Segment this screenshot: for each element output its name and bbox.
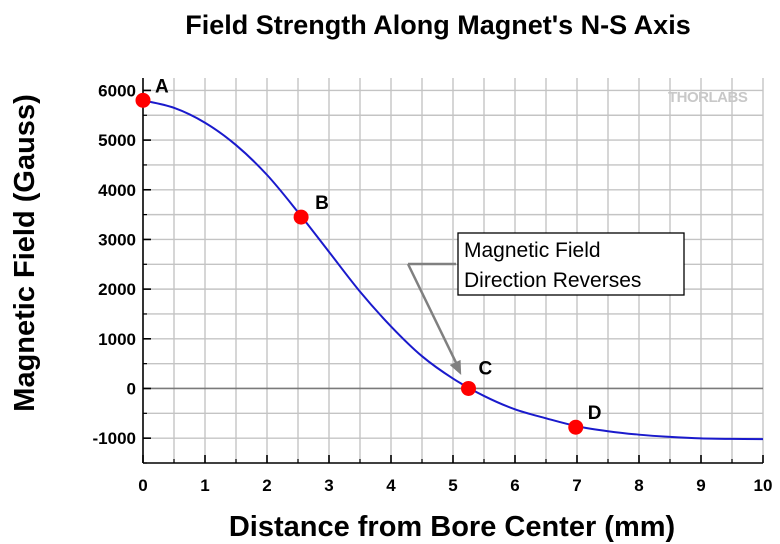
y-tick-label: 5000 bbox=[98, 131, 136, 150]
data-point-d bbox=[568, 419, 584, 435]
annotation: Magnetic Field Direction Reverses bbox=[406, 232, 685, 376]
y-tick-label: 4000 bbox=[98, 181, 136, 200]
chart-title: Field Strength Along Magnet's N-S Axis bbox=[185, 10, 690, 40]
annotation-box bbox=[457, 232, 685, 296]
x-axis-label: Distance from Bore Center (mm) bbox=[229, 511, 675, 543]
x-tick-label: 1 bbox=[200, 476, 209, 495]
annotation-line-1: Magnetic Field bbox=[464, 239, 601, 262]
x-tick-label: 9 bbox=[696, 476, 705, 495]
data-point-c bbox=[461, 380, 476, 396]
y-tick-label: 3000 bbox=[98, 230, 136, 249]
data-point-a bbox=[135, 92, 151, 108]
x-tick-label: 4 bbox=[386, 476, 396, 495]
data-points: A B C D bbox=[135, 76, 602, 435]
x-tick-label: 2 bbox=[262, 476, 271, 495]
y-tick-label: 2000 bbox=[98, 280, 136, 299]
y-tick-label: 1000 bbox=[98, 330, 136, 349]
data-point-b bbox=[293, 209, 309, 225]
x-tick-label: 10 bbox=[754, 476, 773, 495]
x-tick-label: 6 bbox=[510, 476, 519, 495]
annotation-arrow bbox=[406, 263, 459, 366]
y-tick-label: 0 bbox=[127, 379, 136, 398]
tick-labels: 0 1 2 3 4 5 6 7 8 9 10 -1000 0 1000 2000 3000 4000 5000 60… bbox=[93, 81, 773, 495]
point-label-d: D bbox=[588, 403, 602, 424]
series bbox=[142, 99, 764, 441]
axes bbox=[142, 78, 764, 464]
series-line bbox=[142, 99, 764, 441]
point-label-a: A bbox=[155, 76, 169, 97]
y-tick-label: 6000 bbox=[98, 81, 136, 100]
annotation-arrowhead bbox=[449, 359, 462, 376]
thorlabs-logo: THORLABS bbox=[668, 89, 748, 106]
x-tick-label: 7 bbox=[572, 476, 581, 495]
x-tick-label: 3 bbox=[324, 476, 333, 495]
y-tick-label: -1000 bbox=[93, 429, 136, 448]
point-label-b: B bbox=[315, 193, 329, 214]
y-axis-label: Magnetic Field (Gauss) bbox=[9, 94, 41, 411]
x-tick-label: 5 bbox=[448, 476, 457, 495]
point-label-c: C bbox=[479, 358, 493, 379]
x-tick-label: 0 bbox=[138, 476, 147, 495]
annotation-line-2: Direction Reverses bbox=[464, 269, 641, 292]
x-tick-label: 8 bbox=[634, 476, 643, 495]
